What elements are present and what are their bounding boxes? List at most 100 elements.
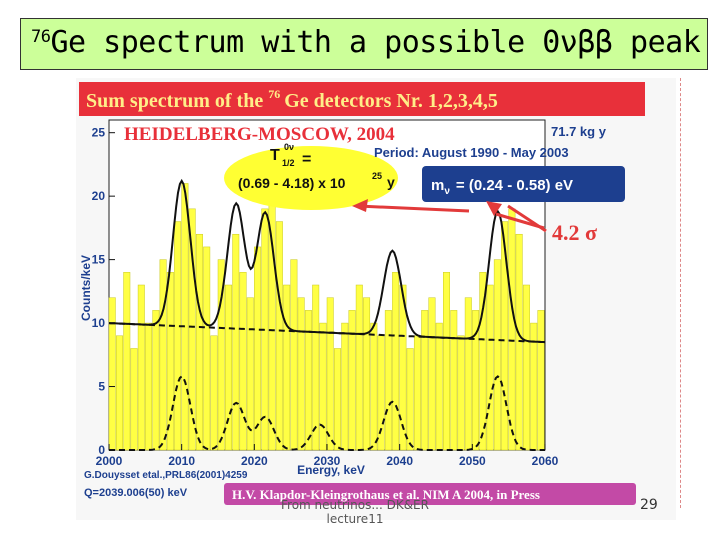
histogram-bar <box>450 310 458 451</box>
reference-douysset: G.Douysset etal.,PRL86(2001)4259 <box>84 470 248 481</box>
histogram-bar <box>399 284 407 451</box>
arrow-halflife-line <box>357 204 470 213</box>
histogram-bar <box>297 297 305 451</box>
y-tick-label: 5 <box>98 380 105 394</box>
histogram-bar <box>537 310 545 451</box>
histogram-bar <box>501 221 509 451</box>
histogram-bar <box>421 310 429 451</box>
y-tick-label: 15 <box>92 253 106 267</box>
x-tick-label: 2050 <box>459 454 486 468</box>
slide-title-box: 76Ge spectrum with a possible 0νββ peak <box>20 18 708 70</box>
axes: 2000 2010 2020 2030 2040 2050 2060 0 5 10 15 20 25 En… <box>79 126 559 477</box>
slide-footer: From neutrinos... DK&ER lecture11 <box>270 498 440 526</box>
histogram-bar <box>384 310 392 451</box>
histogram-bar <box>319 322 327 451</box>
histogram-bar <box>232 233 240 451</box>
x-tick-label: 2030 <box>314 454 341 468</box>
histogram-bar <box>116 335 123 451</box>
x-tick-label: 2020 <box>241 454 268 468</box>
histogram-bar <box>225 284 232 451</box>
histogram-bars <box>108 183 545 451</box>
histogram-bar <box>406 348 414 451</box>
halflife-subscript: 1/2 <box>282 158 295 168</box>
halflife-equals: = <box>302 151 311 168</box>
histogram-bar <box>145 322 153 451</box>
histogram-bar <box>174 221 182 451</box>
halflife-unit: y <box>387 174 395 190</box>
reference-klapdor: H.V. Klapdor-Kleingrothaus et al. NIM A … <box>232 487 540 502</box>
footer-line-1: From neutrinos... DK&ER <box>281 498 429 512</box>
y-tick-label: 0 <box>98 443 105 457</box>
histogram-bar <box>246 297 254 451</box>
reference-box <box>224 483 636 505</box>
halflife-label: T <box>270 147 280 164</box>
histogram-bar <box>370 322 378 451</box>
histogram-bar <box>275 221 283 451</box>
x-tick-label: 2000 <box>96 454 123 468</box>
y-tick-label: 25 <box>92 126 106 140</box>
footer-line-2: lecture11 <box>326 512 384 526</box>
halflife-superscript: 0ν <box>284 142 294 152</box>
histogram-bar <box>123 272 131 451</box>
period-label: Period: August 1990 - May 2003 <box>374 145 569 160</box>
experiment-label: HEIDELBERG-MOSCOW, 2004 <box>124 124 395 145</box>
histogram-bar <box>522 284 530 451</box>
mass-box <box>422 166 625 202</box>
fit-total-curve <box>108 178 546 344</box>
spectrum-figure: Sum spectrum of the 76 Ge detectors Nr. 1… <box>76 78 676 520</box>
y-tick-label: 20 <box>92 189 106 203</box>
x-tick-label: 2040 <box>386 454 413 468</box>
histogram-bar <box>493 259 501 451</box>
histogram-bar <box>472 310 480 451</box>
histogram-bar <box>166 272 174 451</box>
histogram-bar <box>181 183 189 451</box>
title-superscript: 76 <box>31 27 51 47</box>
histogram-bar <box>428 297 436 451</box>
histogram-bar <box>304 310 312 451</box>
page-number: 29 <box>640 497 658 513</box>
y-tick-label: 10 <box>92 316 106 330</box>
halflife-value: (0.69 - 4.18) x 10 <box>238 175 346 191</box>
histogram-bar <box>195 233 203 451</box>
histogram-bar <box>486 284 494 451</box>
histogram-bar <box>290 259 298 451</box>
histogram-bar <box>159 259 167 451</box>
x-tick-label: 2060 <box>532 454 559 468</box>
mass-text: mν = (0.24 - 0.58) eV <box>431 177 573 197</box>
histogram-bar <box>479 272 487 451</box>
histogram-bar <box>355 284 363 451</box>
histogram-bar <box>363 297 371 451</box>
halflife-ellipse <box>224 146 398 210</box>
q-value-label: Q=2039.006(50) keV <box>84 487 188 499</box>
histogram-bar <box>515 233 523 451</box>
histogram-bar <box>443 272 450 451</box>
exposure-label: 71.7 kg y <box>551 124 607 139</box>
histogram-bar <box>435 322 443 451</box>
arrow-right-line <box>507 204 547 233</box>
fit-background-curve <box>108 322 546 344</box>
histogram-bar <box>283 284 291 451</box>
decorative-edge-line <box>680 78 682 508</box>
histogram-bar <box>413 335 421 451</box>
histogram-bar <box>334 348 341 451</box>
x-tick-label: 2010 <box>168 454 195 468</box>
slide-title: 76Ge spectrum with a possible 0νββ peak <box>31 25 701 60</box>
histogram-bar <box>108 297 116 451</box>
histogram-bar <box>239 272 247 451</box>
histogram-bar <box>188 208 196 451</box>
x-axis-label: Energy, keV <box>297 463 365 477</box>
arrow-right-head <box>486 201 502 216</box>
histogram-bar <box>217 259 225 451</box>
arrow-halflife-head <box>352 199 368 212</box>
histogram-bar <box>326 297 334 451</box>
histogram-bar <box>254 246 262 451</box>
halflife-exponent: 25 <box>372 171 382 181</box>
figure-banner <box>79 82 645 116</box>
histogram-bar <box>348 310 356 451</box>
histogram-bar <box>210 335 218 451</box>
banner-text: Sum spectrum of the 76 Ge detectors Nr. 1… <box>86 87 498 112</box>
histogram-bar <box>130 348 138 451</box>
y-axis-label: Counts/keV <box>79 255 93 321</box>
title-text: Ge spectrum with a possible 0νββ peak <box>50 25 701 60</box>
significance-label: 4.2 σ <box>552 220 597 245</box>
